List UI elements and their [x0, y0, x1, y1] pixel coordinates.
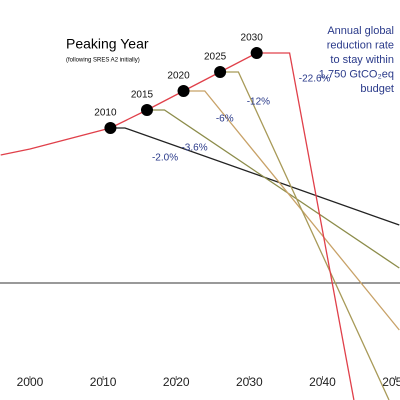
peak-label: 2025 [204, 52, 227, 63]
pathway-line [183, 90, 400, 331]
peak-dot [214, 66, 227, 78]
x-tick-label: 2030 [236, 375, 263, 389]
peak-label: 2010 [94, 108, 117, 119]
peak-dot [177, 85, 190, 97]
annotation: to stay within [330, 54, 394, 66]
annotation: budget [360, 83, 394, 95]
chart-subtitle: (following SRES A2 initially) [66, 58, 140, 64]
pathway-line [256, 52, 355, 400]
peak-dot [250, 47, 263, 59]
peak-label: 2030 [241, 33, 264, 44]
rate-label: -22.6% [299, 74, 331, 85]
peak-dot [140, 104, 153, 116]
peak-dot [104, 122, 117, 134]
pathway-line [147, 109, 400, 269]
peak-label: 2020 [167, 71, 190, 82]
annotation: Annual global [327, 25, 394, 37]
pathway-line [110, 127, 400, 226]
pathway-line [220, 71, 390, 400]
x-tick-label: 2000 [17, 375, 44, 389]
rate-label: -2.0% [152, 153, 178, 164]
rate-label: -6% [216, 114, 234, 125]
chart-title: Peaking Year [66, 36, 149, 52]
x-tick-label: 2050 [382, 375, 400, 389]
peak-label: 2015 [131, 90, 154, 101]
annotation: reduction rate [327, 39, 394, 51]
x-tick-label: 2020 [163, 375, 190, 389]
x-tick-label: 2010 [90, 375, 117, 389]
rate-label: -3.6% [181, 143, 207, 154]
annotation: 1,750 GtCO₂eq [319, 68, 394, 80]
x-tick-label: 2040 [309, 375, 336, 389]
rate-label: -12% [247, 97, 270, 108]
